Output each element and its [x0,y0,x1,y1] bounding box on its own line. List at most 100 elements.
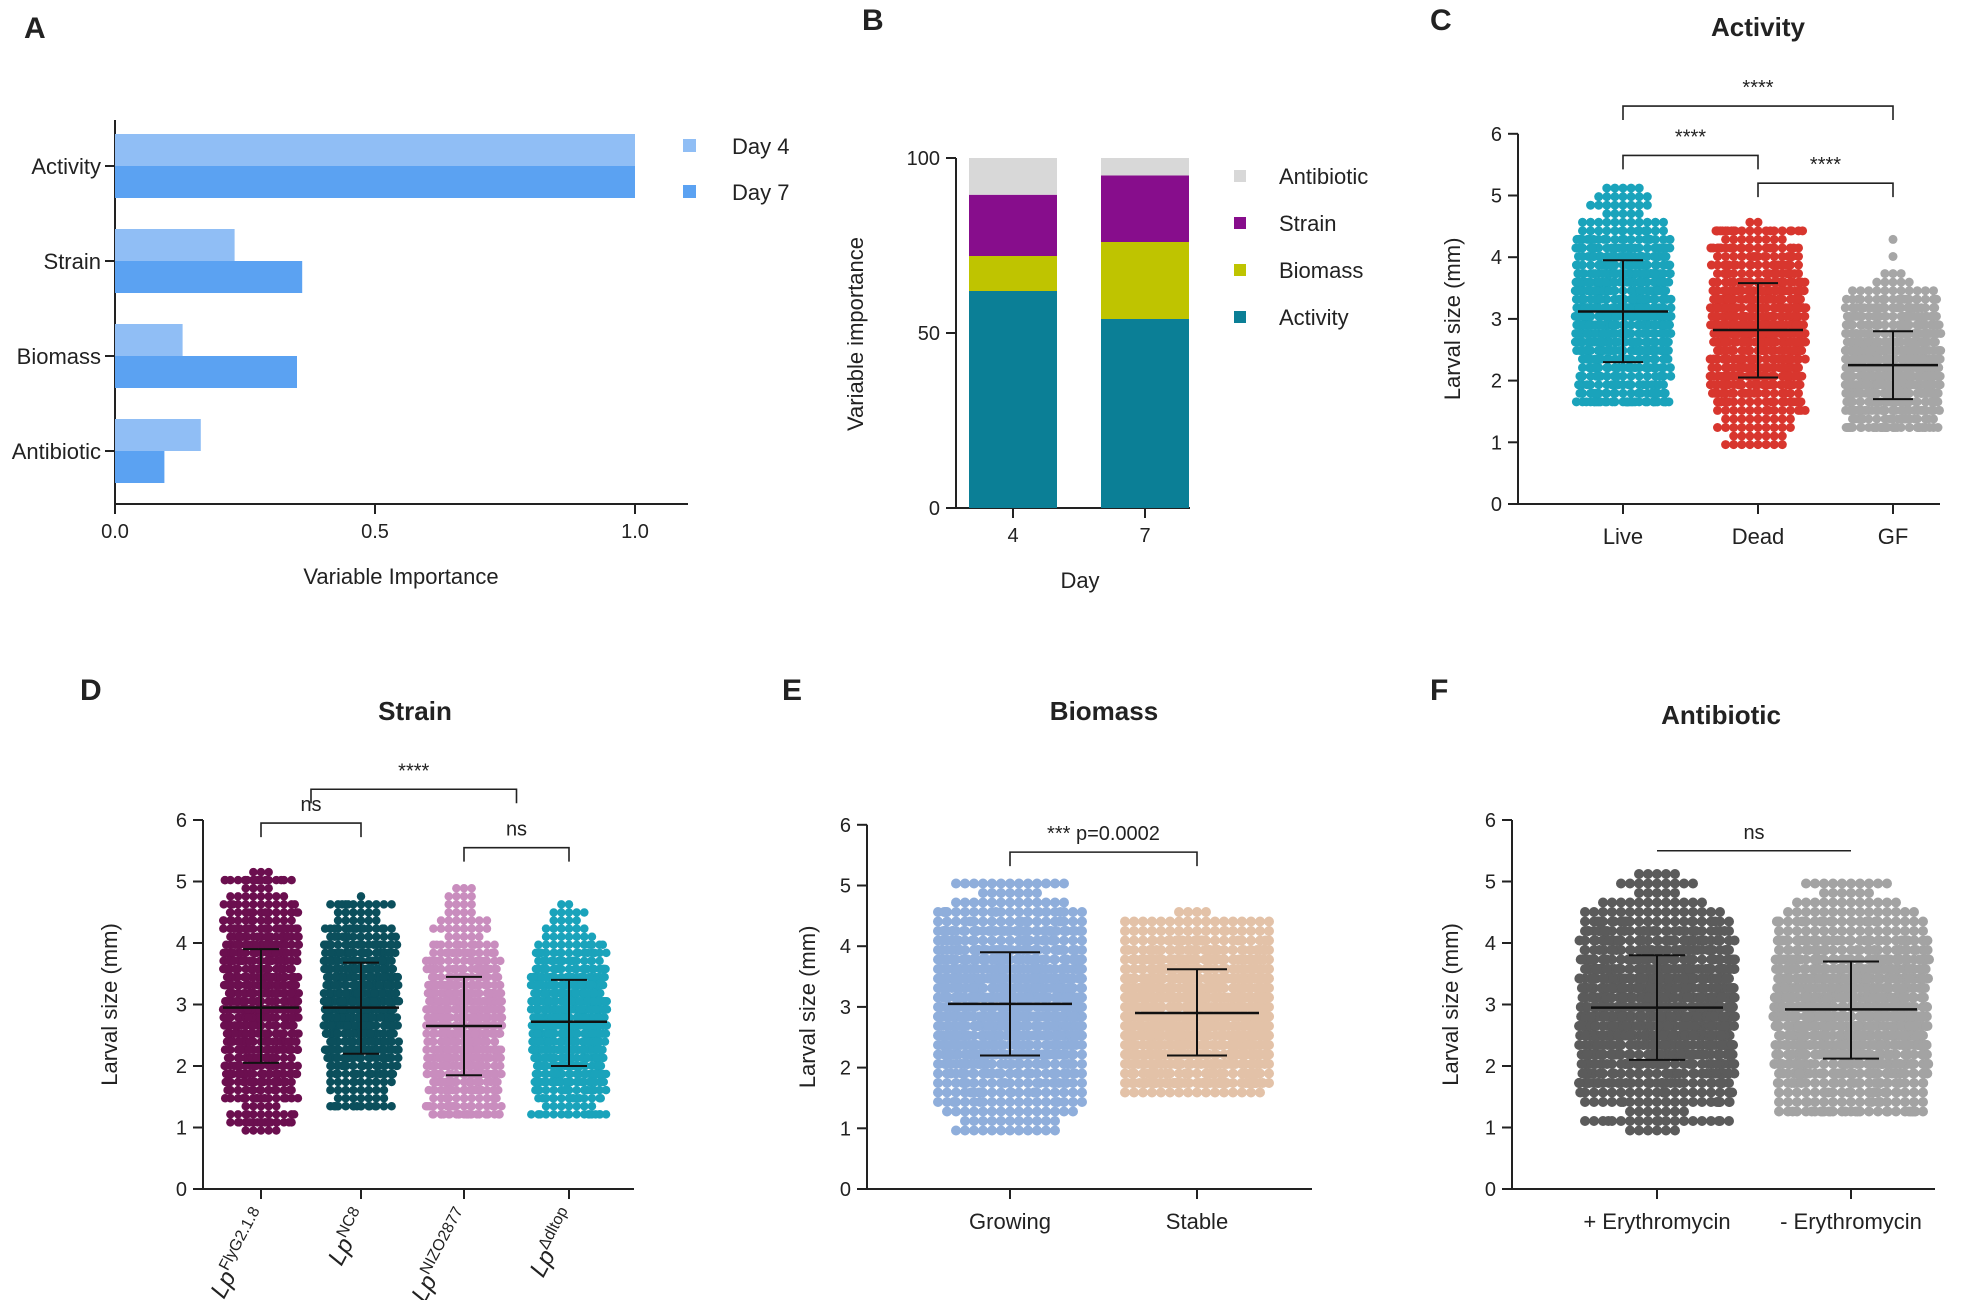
d-point [480,956,490,966]
c-point [1735,354,1745,364]
c-point [1894,303,1904,313]
c-point [1607,380,1617,390]
d-point [279,997,288,1006]
c-point [1872,277,1882,287]
a-legend-swatch-day-4 [683,139,696,152]
c-point [1777,243,1787,253]
c-point [1848,286,1857,296]
d-point [291,1037,300,1046]
d-point [459,932,469,941]
d-point [482,916,492,925]
c-point [1934,371,1944,381]
c-point [1721,234,1731,244]
d-point [249,1102,258,1111]
d-point [293,908,303,917]
c-point [1748,286,1758,296]
c-point [1598,269,1608,279]
c-point [1649,294,1659,304]
c-point [1909,311,1919,321]
c-point [1736,243,1746,253]
c-point [1650,226,1660,236]
d-point [326,1021,336,1030]
c-point [1846,397,1856,407]
c-point [1841,346,1851,356]
c-point [1649,337,1659,347]
c-point [1715,294,1725,304]
d-point [322,980,331,990]
d-point [441,997,451,1006]
c-point [1602,226,1612,236]
b-bar-day7-biomass [1101,242,1189,319]
c-point [1578,226,1587,236]
c-point [1707,363,1717,373]
d-point [369,997,379,1006]
c-point [1865,388,1875,398]
c-point [1878,380,1888,390]
c-point [1783,252,1793,261]
c-point [1625,252,1635,261]
c-point [1640,311,1650,321]
d-point [459,892,469,901]
d-point [292,1069,302,1079]
c-point [1633,226,1643,236]
panel-label-b: B [862,4,884,37]
c-point [1641,260,1651,270]
d-point [290,900,300,909]
c-point [1896,269,1906,279]
c-point [1753,414,1763,424]
d-point [287,875,296,885]
d-point [229,956,239,966]
d-point [423,988,433,998]
d-point [261,875,270,885]
c-point [1579,294,1589,304]
d-point [267,956,276,966]
c-point [1729,405,1739,415]
c-point [1637,286,1647,296]
d-point [338,932,348,941]
c-point [1856,286,1866,296]
d-point [326,1085,335,1095]
d-point [380,1037,389,1046]
c-point [1894,294,1904,304]
c-point [1753,423,1763,432]
d-point [330,980,340,990]
d-point [444,924,453,933]
c-point [1713,405,1722,415]
c-point [1921,414,1931,424]
d-point [444,956,453,966]
c-point [1659,234,1668,244]
c-point [1723,397,1733,407]
c-point [1711,311,1721,321]
c-point [1745,414,1755,424]
c-point [1644,363,1654,373]
d-point [356,892,366,901]
c-point [1650,320,1660,330]
c-significance-label: **** [1742,77,1773,99]
c-point [1737,311,1747,321]
d-point [387,1013,397,1022]
c-bracket [1622,105,1894,121]
a-xtick-label: 0.5 [361,521,389,543]
b-legend-swatch-biomass [1234,264,1246,276]
c-point [1710,388,1720,398]
c-point [1861,371,1871,381]
c-point [1594,260,1604,270]
d-point [279,1110,289,1119]
d-point [461,988,470,998]
d-point [422,964,432,974]
d-point [226,988,235,998]
c-point [1917,311,1927,321]
c-point [1769,423,1779,432]
d-point [269,1077,279,1087]
c-point [1572,234,1582,244]
d-point [241,1029,251,1038]
d-point [219,948,228,958]
c-point [1571,328,1581,338]
b-bar-day7-strain [1101,175,1189,242]
panel-label-a: A [24,12,46,45]
c-point [1853,311,1863,321]
c-point [1634,192,1644,202]
d-point [272,916,281,925]
c-point [1600,303,1610,313]
